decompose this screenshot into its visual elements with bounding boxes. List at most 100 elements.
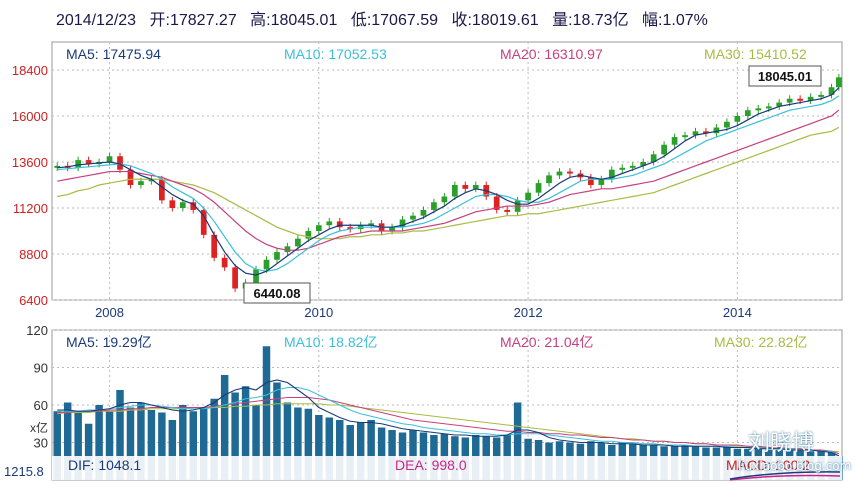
volume-bar	[199, 407, 208, 480]
candle-body	[640, 162, 647, 166]
header-change: 幅:1.07%	[642, 12, 708, 29]
candle-body	[420, 209, 427, 216]
volume-bar	[231, 392, 239, 480]
volume-bar	[116, 390, 124, 480]
volume-bar	[304, 408, 313, 480]
candlesticks	[54, 73, 842, 292]
candle-body	[734, 116, 741, 122]
volume-unit: x亿	[30, 420, 48, 435]
macd-label: MACD: 100.2	[726, 457, 810, 473]
watermark-name: 刘晓博	[748, 431, 815, 456]
price-panel-frame	[51, 41, 843, 301]
dea-label: DEA: 998.0	[395, 457, 467, 473]
candle-body	[295, 238, 301, 247]
volume-bar	[356, 422, 365, 480]
candle-body	[127, 169, 134, 185]
candle-body	[598, 179, 605, 185]
candle-body	[347, 227, 354, 230]
header-date: 2014/12/23	[56, 12, 137, 29]
candle-body	[462, 185, 469, 189]
candle-body	[54, 165, 61, 168]
volume-ma5-label: MA5: 19.29亿	[66, 334, 152, 350]
volume-bar	[84, 423, 93, 480]
candle-body	[724, 121, 730, 128]
macd-left-value: 1215.8	[4, 464, 44, 479]
volume-bar	[241, 386, 250, 480]
candle-body	[836, 77, 842, 88]
volume-bar	[220, 375, 229, 480]
candle-body	[755, 108, 762, 111]
axis-ticks: 6400 8800 11200 13600 16000 18400 2008 2010 2012…	[12, 63, 752, 451]
candle-body	[765, 106, 772, 109]
candle-body	[159, 179, 165, 201]
candle-body	[588, 177, 594, 185]
candle-body	[546, 175, 552, 184]
candle-body	[504, 209, 511, 212]
candle-body	[650, 154, 657, 162]
candle-body	[818, 94, 824, 97]
price-ma20-line	[57, 109, 840, 251]
candle-body	[744, 110, 751, 116]
candle-body	[786, 98, 793, 103]
volume-y-tick: 60	[34, 398, 48, 413]
price-ma10-line	[57, 95, 840, 272]
volume-bar	[179, 405, 187, 480]
volume-ma30-label: MA30: 22.82亿	[714, 334, 807, 350]
x-tick: 2012	[514, 305, 543, 320]
dif-line	[729, 471, 841, 480]
candle-body	[608, 169, 615, 180]
volume-y-tick: 30	[34, 436, 48, 451]
grid	[52, 42, 842, 480]
price-ma5-line	[57, 87, 840, 276]
candle-body	[179, 202, 186, 208]
candle-body	[399, 219, 406, 228]
volume-bar	[377, 427, 386, 480]
x-tick: 2008	[95, 305, 124, 320]
candle-body	[148, 179, 155, 182]
x-tick: 2010	[304, 305, 333, 320]
low-callout: 6440.08	[254, 286, 301, 301]
candle-body	[221, 257, 228, 268]
volume-y-tick: 120	[26, 323, 48, 338]
low-callout-box	[243, 282, 311, 304]
volume-bar	[210, 398, 218, 480]
candle-body	[190, 202, 197, 210]
x-tick: 2014	[723, 305, 752, 320]
volume-bar	[325, 417, 334, 480]
candle-body	[169, 200, 176, 208]
volume-ma20-line	[57, 396, 840, 455]
volume-bar	[262, 346, 271, 480]
volume-bar	[273, 382, 281, 480]
candle-body	[211, 234, 218, 258]
candle-body	[661, 144, 667, 155]
dif-label: DIF: 1048.1	[68, 457, 141, 473]
header-high: 高:18045.01	[250, 12, 338, 29]
candle-body	[776, 102, 783, 107]
price-y-tick: 11200	[13, 201, 48, 216]
candle-body	[682, 135, 688, 138]
candle-body	[315, 225, 322, 231]
candle-body	[525, 192, 531, 201]
candle-body	[410, 215, 416, 220]
price-ma5-label: MA5: 17475.94	[66, 46, 161, 62]
candle-body	[671, 137, 678, 145]
candle-body	[441, 196, 448, 203]
volume-bar	[63, 402, 72, 480]
candle-body	[284, 246, 291, 253]
price-y-tick: 8800	[19, 247, 48, 262]
price-ma10-label: MA10: 17052.53	[284, 46, 387, 62]
volume-ma20-label: MA20: 21.04亿	[500, 334, 593, 350]
candle-body	[556, 171, 563, 176]
candle-body	[232, 267, 238, 289]
candle-body	[305, 231, 312, 239]
volume-bar	[388, 430, 396, 480]
price-y-tick: 18400	[12, 63, 48, 78]
macd-strip	[52, 456, 842, 480]
header-low: 低:17067.59	[350, 12, 438, 29]
candle-body	[535, 183, 542, 193]
candle-body	[451, 185, 458, 197]
volume-bar	[346, 425, 354, 480]
high-callout-box	[748, 65, 822, 87]
volume-bar	[513, 402, 522, 480]
